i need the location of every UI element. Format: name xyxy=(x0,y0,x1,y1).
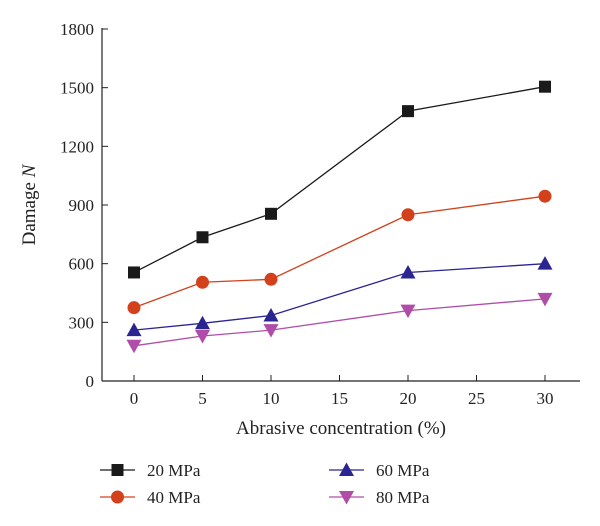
data-point xyxy=(537,256,553,270)
x-tick-label: 25 xyxy=(468,389,485,408)
legend-marker xyxy=(111,464,124,476)
series-line xyxy=(133,86,546,274)
data-point xyxy=(196,275,209,289)
legend-label: 80 MPa xyxy=(376,488,430,507)
y-tick-label: 900 xyxy=(69,196,95,215)
y-tick-label: 1500 xyxy=(60,79,94,98)
y-axis-title-main: Damage xyxy=(19,177,40,245)
data-point xyxy=(264,272,278,286)
legend-label: 40 MPa xyxy=(147,488,201,507)
data-point xyxy=(128,266,140,279)
series-2 xyxy=(126,256,553,337)
data-point xyxy=(539,80,551,93)
x-tick-label: 20 xyxy=(400,389,417,408)
x-tick-label: 0 xyxy=(130,389,139,408)
y-axis-title: Damage N xyxy=(19,163,40,245)
x-tick-label: 30 xyxy=(537,389,554,408)
data-point xyxy=(126,322,142,337)
data-point xyxy=(265,207,277,220)
data-point xyxy=(400,264,416,279)
series-0 xyxy=(128,80,551,279)
data-point xyxy=(400,304,416,319)
series-3 xyxy=(126,292,553,354)
x-tick-label: 5 xyxy=(198,389,207,408)
data-point xyxy=(537,292,553,307)
data-point xyxy=(263,307,279,322)
legend-item: 80 MPa xyxy=(329,488,430,507)
data-point xyxy=(263,324,279,338)
x-axis-title: Abrasive concentration (%) xyxy=(236,418,446,439)
legend-marker xyxy=(111,490,124,504)
series-1 xyxy=(127,189,552,315)
legend-label: 20 MPa xyxy=(147,461,201,480)
legend-marker xyxy=(339,491,354,505)
data-point xyxy=(127,301,141,315)
data-point xyxy=(195,315,210,330)
data-point xyxy=(195,330,210,344)
plot-series xyxy=(126,80,553,354)
series-line xyxy=(133,195,546,309)
data-point xyxy=(538,189,552,203)
y-tick-label: 0 xyxy=(86,372,95,391)
y-tick-label: 1800 xyxy=(60,20,94,39)
y-tick-label: 300 xyxy=(69,313,95,332)
legend-label: 60 MPa xyxy=(376,461,430,480)
legend-item: 40 MPa xyxy=(100,488,201,507)
legend-marker xyxy=(339,462,354,476)
legend: 20 MPa 40 MPa 60 MPa 80 MPa xyxy=(100,461,430,507)
y-tick-label: 1200 xyxy=(60,137,94,156)
y-axis-title-variable: N xyxy=(19,163,40,178)
data-point xyxy=(196,231,209,244)
y-tick-label: 600 xyxy=(69,255,95,274)
y-ticks: 0 300 600 900 1200 1500 1800 xyxy=(60,20,108,391)
data-point xyxy=(402,105,414,118)
series-line xyxy=(133,298,546,347)
x-tick-label: 10 xyxy=(263,389,280,408)
x-ticks: 0 5 10 15 20 25 30 xyxy=(130,375,554,408)
data-point xyxy=(126,339,142,354)
legend-item: 60 MPa xyxy=(329,461,430,480)
data-point xyxy=(401,208,415,222)
x-tick-label: 15 xyxy=(331,389,348,408)
legend-item: 20 MPa xyxy=(100,461,201,480)
